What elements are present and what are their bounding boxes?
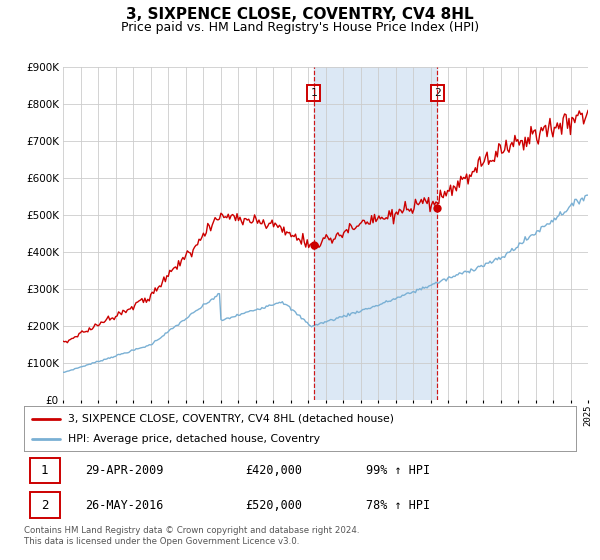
Text: 99% ↑ HPI: 99% ↑ HPI — [366, 464, 430, 477]
Text: 2: 2 — [41, 498, 49, 512]
Text: 26-MAY-2016: 26-MAY-2016 — [85, 498, 163, 512]
Text: Price paid vs. HM Land Registry's House Price Index (HPI): Price paid vs. HM Land Registry's House … — [121, 21, 479, 34]
Text: £520,000: £520,000 — [245, 498, 302, 512]
Text: 78% ↑ HPI: 78% ↑ HPI — [366, 498, 430, 512]
Text: HPI: Average price, detached house, Coventry: HPI: Average price, detached house, Cove… — [68, 434, 320, 444]
Text: £420,000: £420,000 — [245, 464, 302, 477]
Text: Contains HM Land Registry data © Crown copyright and database right 2024.
This d: Contains HM Land Registry data © Crown c… — [24, 526, 359, 546]
FancyBboxPatch shape — [29, 492, 60, 518]
Text: 3, SIXPENCE CLOSE, COVENTRY, CV4 8HL: 3, SIXPENCE CLOSE, COVENTRY, CV4 8HL — [126, 7, 474, 22]
Text: 3, SIXPENCE CLOSE, COVENTRY, CV4 8HL (detached house): 3, SIXPENCE CLOSE, COVENTRY, CV4 8HL (de… — [68, 413, 394, 423]
FancyBboxPatch shape — [29, 458, 60, 483]
Bar — [314, 67, 437, 400]
Text: 29-APR-2009: 29-APR-2009 — [85, 464, 163, 477]
Text: 2: 2 — [434, 88, 441, 98]
Text: 1: 1 — [41, 464, 49, 477]
Text: 1: 1 — [310, 88, 317, 98]
